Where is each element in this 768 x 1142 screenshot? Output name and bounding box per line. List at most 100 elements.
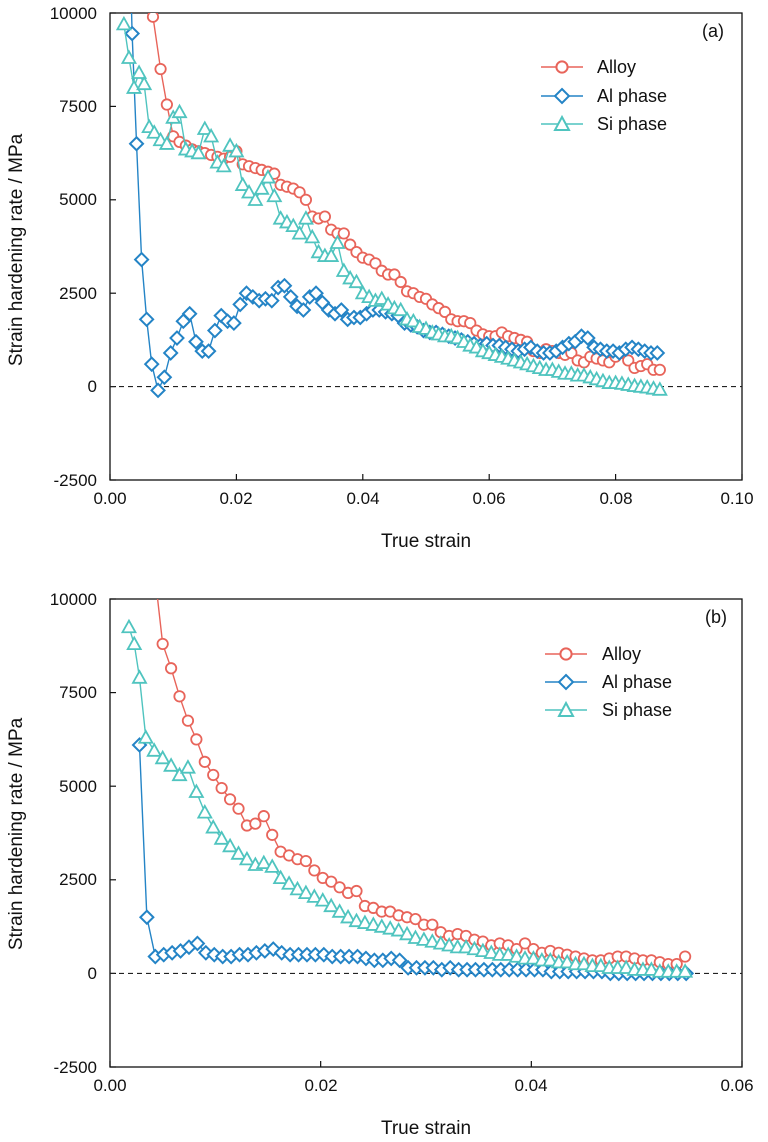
data-point (575, 955, 593, 971)
data-point (169, 330, 185, 346)
data-point (198, 755, 211, 768)
data-point (266, 187, 283, 203)
data-point (171, 766, 188, 782)
data-point (438, 305, 452, 318)
data-point (285, 217, 302, 233)
y-tick-label: 0 (88, 964, 97, 983)
data-point (259, 169, 277, 184)
legend-label: Al phase (602, 672, 672, 692)
legend-label: Al phase (597, 86, 667, 106)
chart-panel-b: -2500 0 2500 5000 7500 10000 0.00 0.02 0… (6, 590, 754, 1139)
data-point (299, 193, 313, 206)
data-point (335, 262, 352, 277)
data-point (133, 251, 150, 268)
data-point (238, 850, 255, 866)
data-point (156, 369, 173, 386)
legend-entry-si-phase: Si phase (541, 114, 667, 134)
data-point (356, 914, 373, 929)
data-point (255, 854, 272, 870)
tick-marks (109, 12, 743, 481)
data-point (179, 759, 196, 774)
data-point (518, 937, 532, 950)
data-point (230, 845, 247, 860)
data-point (618, 959, 635, 974)
data-point (677, 963, 694, 978)
legend-label: Si phase (602, 700, 672, 720)
x-tick-label: 0.10 (720, 489, 753, 508)
y-tick-label: 10000 (50, 4, 97, 23)
data-point (154, 62, 167, 76)
data-point (365, 916, 382, 931)
data-point (337, 227, 350, 240)
data-point (622, 354, 635, 367)
legend: Alloy Al phase Si phase (541, 57, 667, 134)
data-point (559, 953, 576, 969)
legend-entry-al-phase: Al phase (541, 86, 667, 106)
data-point (399, 925, 416, 941)
data-point (649, 345, 666, 361)
legend-entry-si-phase: Si phase (545, 700, 672, 720)
data-point (189, 935, 206, 952)
data-point (333, 302, 350, 318)
legend: Alloy Al phase Si phase (545, 644, 672, 720)
data-point (203, 127, 220, 143)
data-point (154, 749, 171, 765)
x-axis-title: True strain (381, 531, 471, 552)
y-axis-title: Strain hardening rate / MPa (6, 133, 27, 366)
data-point (508, 948, 525, 963)
legend-label: Alloy (602, 644, 641, 664)
data-point (299, 854, 313, 868)
data-point (146, 742, 163, 757)
y-tick-label: -2500 (54, 1058, 97, 1077)
data-point (415, 931, 432, 946)
data-point (120, 49, 137, 64)
data-point (297, 884, 314, 900)
data-point (232, 802, 245, 815)
series-al-phase (124, 13, 666, 399)
data-point (173, 690, 186, 703)
x-tick-labels: 0.00 0.02 0.04 0.06 0.08 0.10 (93, 489, 753, 508)
data-point (308, 864, 321, 877)
data-point (131, 669, 148, 684)
data-point (205, 819, 222, 834)
data-point (164, 662, 178, 675)
data-point (643, 961, 660, 976)
data-point (232, 296, 249, 313)
data-point (323, 247, 340, 262)
y-tick-label: 0 (88, 377, 97, 396)
data-point (369, 257, 382, 270)
x-tick-label: 0.04 (346, 489, 379, 508)
data-point (188, 783, 205, 798)
data-point (653, 363, 666, 376)
data-point (281, 875, 298, 890)
data-point (390, 921, 407, 937)
data-point (679, 950, 692, 963)
data-point (190, 733, 203, 746)
data-point (143, 356, 160, 373)
data-point (348, 273, 365, 289)
data-point (156, 637, 169, 651)
y-tick-label: -2500 (54, 471, 97, 490)
y-tick-label: 7500 (59, 683, 97, 702)
data-point (409, 913, 422, 926)
data-point (257, 810, 270, 823)
y-tick-label: 7500 (59, 97, 97, 116)
data-point (264, 858, 281, 873)
data-point (304, 228, 321, 244)
y-tick-label: 5000 (59, 190, 97, 209)
data-point (329, 234, 346, 249)
data-point (405, 312, 422, 328)
data-point (441, 936, 458, 952)
y-tick-label: 10000 (50, 590, 97, 609)
plot-frame (109, 12, 743, 481)
y-axis-title: Strain hardening rate / MPa (6, 717, 27, 950)
data-point (424, 933, 441, 948)
data-point (131, 64, 148, 79)
data-point (373, 918, 390, 933)
data-point (525, 950, 542, 965)
series-si-phase (115, 15, 668, 396)
data-point (392, 301, 409, 317)
data-point (128, 135, 145, 152)
x-tick-label: 0.00 (93, 489, 126, 508)
